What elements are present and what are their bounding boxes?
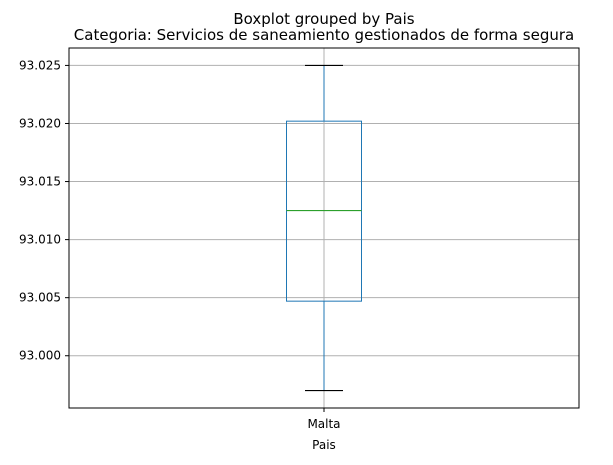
y-tick-label: 93.005 — [19, 291, 61, 305]
y-tick-label: 93.020 — [19, 116, 61, 130]
axis-ticks: 93.000 93.005 93.010 93.015 93.020 93.025 Malt… — [19, 58, 341, 431]
x-axis-label: Pais — [312, 438, 336, 452]
y-tick-label: 93.000 — [19, 349, 61, 363]
chart-title: Categoria: Servicios de saneamiento gest… — [74, 26, 574, 44]
y-tick-label: 93.010 — [19, 233, 61, 247]
y-tick-label: 93.015 — [19, 175, 61, 189]
y-tick-label: 93.025 — [19, 58, 61, 72]
box-group — [286, 64, 362, 392]
chart-suptitle: Boxplot grouped by Pais — [233, 10, 414, 28]
x-tick-label: Malta — [307, 417, 340, 431]
